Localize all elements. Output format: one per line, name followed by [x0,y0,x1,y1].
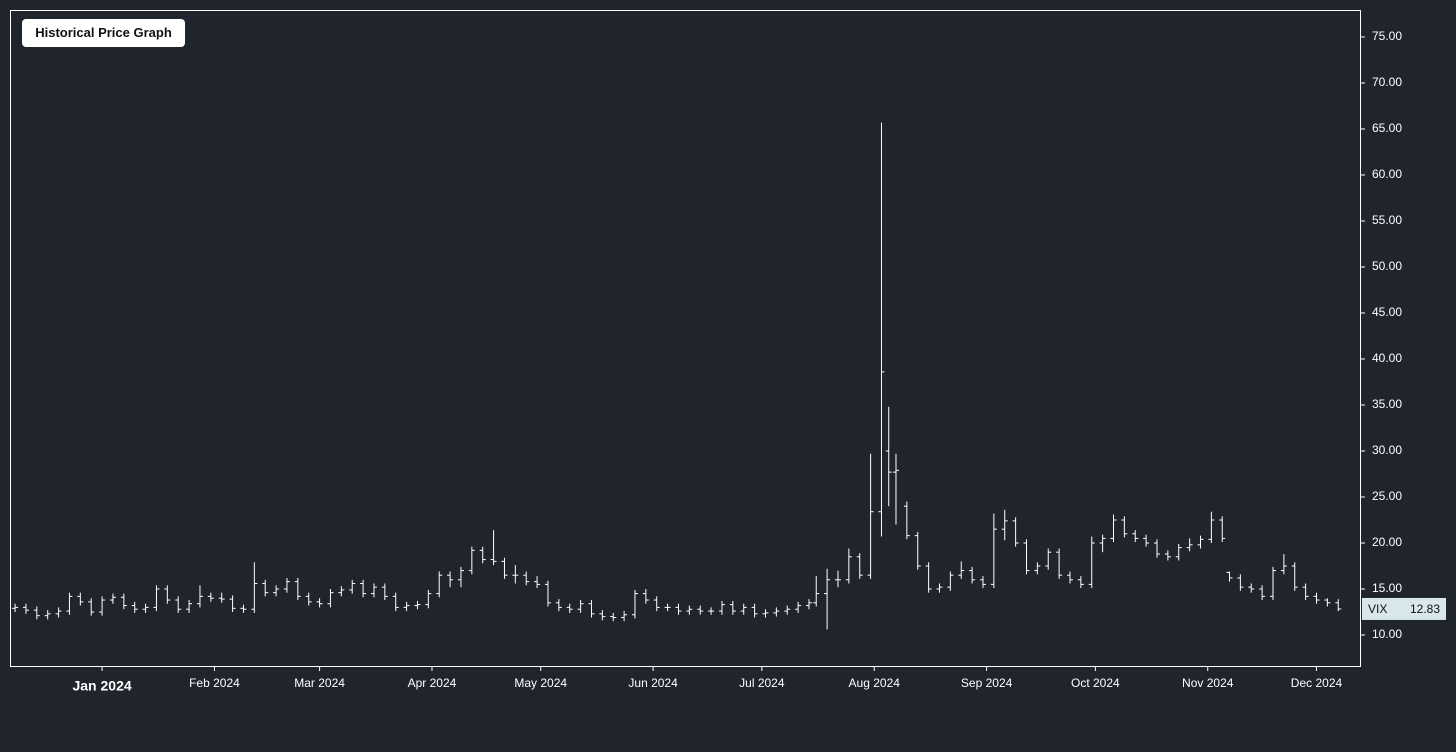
x-tick-label: Mar 2024 [294,676,345,690]
y-tick-label: 10.00 [1372,627,1402,641]
y-tick-label: 40.00 [1372,351,1402,365]
price-label-value: 12.83 [1410,602,1440,616]
plot-frame [10,10,1361,667]
x-tick-label: Jul 2024 [739,676,785,690]
y-tick-label: 15.00 [1372,581,1402,595]
x-tick-label: Apr 2024 [408,676,457,690]
price-label-name: VIX [1368,602,1387,616]
y-tick-label: 45.00 [1372,305,1402,319]
y-tick-label: 70.00 [1372,75,1402,89]
y-tick-label: 35.00 [1372,397,1402,411]
x-tick-label: Dec 2024 [1291,676,1343,690]
chart-title: Historical Price Graph [35,25,172,40]
y-tick-label: 50.00 [1372,259,1402,273]
x-tick-label: Oct 2024 [1071,676,1120,690]
x-tick-label: Jun 2024 [628,676,678,690]
price-label-box [1362,597,1446,620]
y-tick-label: 25.00 [1372,489,1402,503]
x-tick-label: May 2024 [514,676,567,690]
y-tick-label: 30.00 [1372,443,1402,457]
y-tick-label: 75.00 [1372,29,1402,43]
y-tick-label: 20.00 [1372,535,1402,549]
x-tick-label: Feb 2024 [189,676,240,690]
x-tick-label: Nov 2024 [1182,676,1234,690]
x-tick-label: Jan 2024 [72,678,131,694]
y-tick-label: 65.00 [1372,121,1402,135]
x-tick-label: Sep 2024 [961,676,1013,690]
y-tick-label: 55.00 [1372,213,1402,227]
y-tick-label: 60.00 [1372,167,1402,181]
x-tick-label: Aug 2024 [849,676,901,690]
title-box [22,19,185,47]
